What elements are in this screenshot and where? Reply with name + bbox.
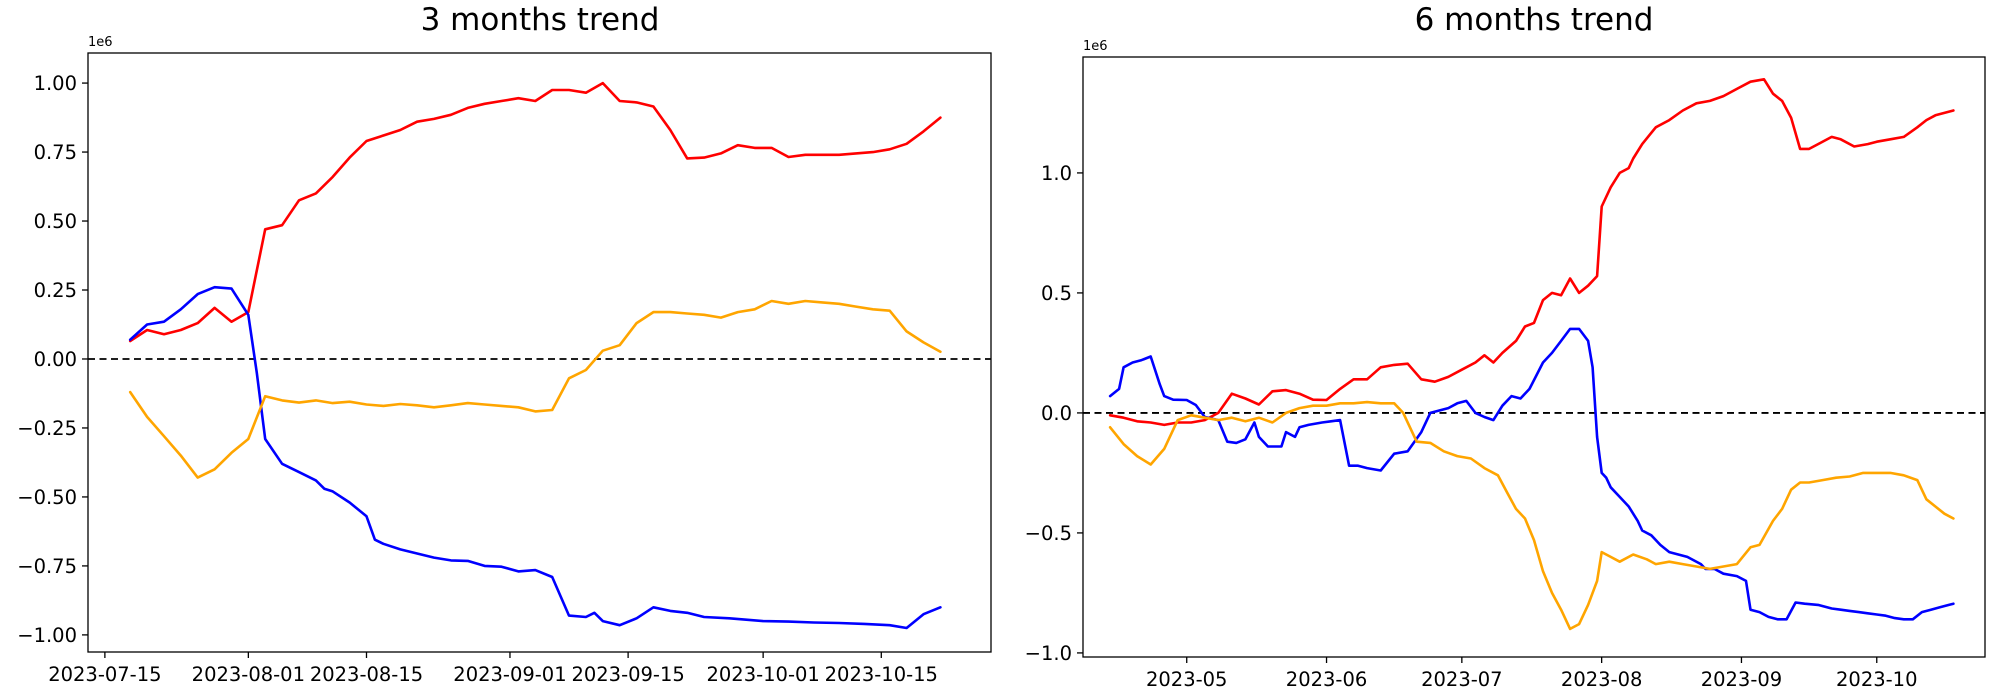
y-tick-label: 1.0 bbox=[1041, 162, 1072, 185]
y-tick-label: 1.00 bbox=[34, 72, 77, 95]
x-tick-label: 2023-08-01 bbox=[192, 663, 305, 686]
y-axis-offset-label: 1e6 bbox=[88, 35, 113, 50]
x-tick-label: 2023-10-01 bbox=[706, 663, 819, 686]
series-line-red bbox=[1108, 78, 1955, 427]
y-tick-label: 0.75 bbox=[34, 141, 77, 164]
y-tick-label: 0.25 bbox=[34, 279, 77, 302]
y-tick-label: −1.00 bbox=[17, 624, 77, 647]
y-tick-label: 0.0 bbox=[1041, 402, 1072, 425]
x-tick-label: 2023-07-15 bbox=[48, 663, 161, 686]
series-line-red bbox=[128, 81, 942, 343]
x-tick-label: 2023-08 bbox=[1561, 668, 1642, 691]
y-tick-label: −1.0 bbox=[1025, 642, 1072, 665]
y-tick-label: 0.50 bbox=[34, 210, 77, 233]
x-tick-label: 2023-09 bbox=[1701, 668, 1782, 691]
chart-title-6-months: 6 months trend bbox=[1414, 2, 1654, 38]
series-line-blue bbox=[128, 285, 942, 630]
x-tick-label: 2023-08-15 bbox=[310, 663, 423, 686]
y-tick-label: 0.5 bbox=[1041, 282, 1072, 305]
x-tick-label: 2023-09-15 bbox=[571, 663, 684, 686]
x-tick-label: 2023-09-01 bbox=[453, 663, 566, 686]
series-line-blue bbox=[1108, 327, 1955, 621]
series-line-orange bbox=[128, 299, 942, 479]
x-tick-label: 2023-07 bbox=[1421, 668, 1502, 691]
chart-title-3-months: 3 months trend bbox=[420, 2, 660, 38]
x-tick-label: 2023-10 bbox=[1836, 668, 1917, 691]
y-tick-label: −0.75 bbox=[17, 555, 77, 578]
y-tick-label: −0.5 bbox=[1025, 522, 1072, 545]
y-tick-label: 0.00 bbox=[34, 348, 77, 371]
axes-frame bbox=[87, 52, 992, 653]
x-tick-label: 2023-06 bbox=[1286, 668, 1367, 691]
axes-frame bbox=[1082, 56, 1986, 658]
y-tick-label: −0.25 bbox=[17, 417, 77, 440]
y-axis-offset-label: 1e6 bbox=[1083, 39, 1108, 54]
x-tick-label: 2023-10-15 bbox=[825, 663, 938, 686]
series-line-orange bbox=[1108, 400, 1955, 631]
x-tick-label: 2023-05 bbox=[1146, 668, 1227, 691]
y-tick-label: −0.50 bbox=[17, 486, 77, 509]
